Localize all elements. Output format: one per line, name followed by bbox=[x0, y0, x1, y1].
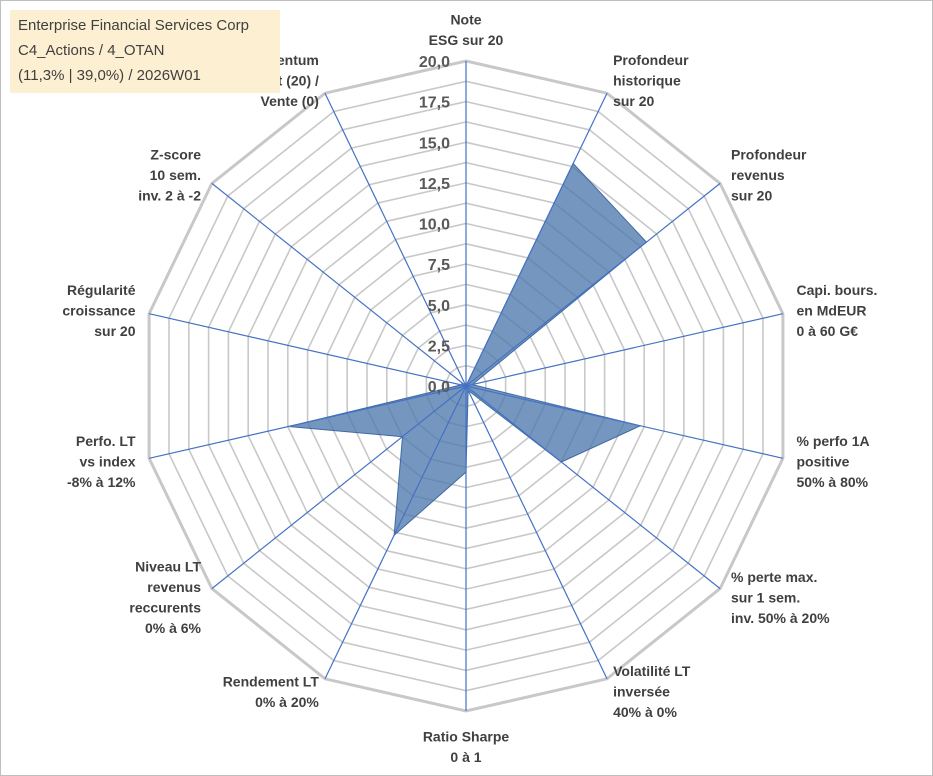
tick-label-5: 12,5 bbox=[419, 176, 450, 193]
axis-label-7-line-1: 0 à 1 bbox=[450, 749, 481, 765]
axis-label-11-line-1: croissance bbox=[62, 303, 135, 319]
axis-label-9-line-2: reccurents bbox=[129, 600, 201, 616]
tick-label-4: 10,0 bbox=[419, 217, 450, 234]
axis-label-9-line-0: Niveau LT bbox=[135, 559, 201, 575]
tick-label-7: 17,5 bbox=[419, 95, 450, 112]
axis-label-2-line-2: sur 20 bbox=[731, 187, 772, 203]
axis-label-5-line-2: inv. 50% à 20% bbox=[731, 610, 830, 626]
axis-label-7: Ratio Sharpe 0 à 1 bbox=[423, 728, 510, 765]
axis-label-4-line-2: 50% à 80% bbox=[797, 474, 869, 490]
axis-label-7-line-0: Ratio Sharpe bbox=[423, 728, 510, 744]
axis-spoke-3 bbox=[465, 313, 784, 387]
axis-label-0-line-0: Note bbox=[450, 11, 481, 27]
axis-label-12-line-1: 10 sem. bbox=[150, 167, 201, 183]
axis-label-6-line-1: inversée bbox=[613, 684, 670, 700]
tick-label-2: 5,0 bbox=[428, 298, 450, 315]
axis-label-9: Niveau LT revenus reccurents 0% à 6% bbox=[129, 559, 201, 637]
axis-label-2-line-0: Profondeur bbox=[731, 146, 807, 162]
radial-tick-labels: 0,0 2,5 5,0 7,5 10,0 12,5 15,0 17,5 20,0 bbox=[419, 54, 450, 396]
axis-label-3: Capi. bours. en MdEUR 0 à 60 G€ bbox=[797, 282, 878, 339]
axis-label-10: Perfo. LT vs index -8% à 12% bbox=[67, 433, 136, 490]
axis-label-9-line-1: revenus bbox=[147, 579, 201, 595]
axis-label-10-line-1: vs index bbox=[79, 454, 135, 470]
axis-label-6-line-0: Volatilité LT bbox=[613, 663, 691, 679]
axis-spoke-8 bbox=[324, 385, 467, 680]
axis-labels: Note ESG sur 20 Profondeur historique sur 20… bbox=[62, 11, 877, 765]
tick-label-1: 2,5 bbox=[428, 338, 450, 355]
axis-label-1-line-0: Profondeur bbox=[613, 52, 689, 68]
radar-axes bbox=[148, 61, 784, 711]
axis-label-1-line-2: sur 20 bbox=[613, 93, 654, 109]
axis-label-5: % perte max. sur 1 sem. inv. 50% à 20% bbox=[731, 569, 830, 626]
tick-label-6: 15,0 bbox=[419, 135, 450, 152]
axis-label-0-line-1: ESG sur 20 bbox=[429, 32, 504, 48]
axis-label-4-line-1: positive bbox=[797, 454, 850, 470]
axis-spoke-6 bbox=[465, 385, 608, 680]
axis-label-3-line-2: 0 à 60 G€ bbox=[797, 323, 859, 339]
axis-spoke-2 bbox=[465, 182, 721, 387]
axis-label-3-line-1: en MdEUR bbox=[797, 303, 867, 319]
axis-label-1-line-1: historique bbox=[613, 73, 681, 89]
axis-label-12: Z-score 10 sem. inv. 2 à -2 bbox=[138, 146, 201, 203]
axis-label-13-line-2: Vente (0) bbox=[261, 93, 319, 109]
axis-spoke-12 bbox=[211, 182, 467, 387]
axis-spoke-10 bbox=[148, 385, 467, 459]
tick-label-3: 7,5 bbox=[428, 257, 450, 274]
tick-label-8: 20,0 bbox=[419, 54, 450, 71]
axis-label-6-line-2: 40% à 0% bbox=[613, 704, 677, 720]
axis-label-8-line-1: 0% à 20% bbox=[255, 694, 319, 710]
axis-label-2: Profondeur revenus sur 20 bbox=[731, 146, 807, 203]
axis-label-11-line-2: sur 20 bbox=[94, 323, 135, 339]
axis-spoke-4 bbox=[465, 385, 784, 459]
axis-label-12-line-0: Z-score bbox=[150, 146, 201, 162]
axis-label-8-line-0: Rendement LT bbox=[223, 673, 320, 689]
company-name: Enterprise Financial Services Corp bbox=[18, 17, 249, 34]
axis-spoke-13 bbox=[324, 92, 467, 387]
axis-label-6: Volatilité LT inversée 40% à 0% bbox=[613, 663, 691, 720]
axis-label-0: Note ESG sur 20 bbox=[429, 11, 504, 48]
tick-label-0: 0,0 bbox=[428, 379, 450, 396]
chart-title-box: Enterprise Financial Services Corp C4_Ac… bbox=[10, 10, 280, 93]
axis-label-10-line-2: -8% à 12% bbox=[67, 474, 136, 490]
axis-spoke-9 bbox=[211, 385, 467, 590]
axis-label-10-line-0: Perfo. LT bbox=[76, 433, 136, 449]
series-area bbox=[288, 162, 648, 537]
axis-spoke-11 bbox=[148, 313, 467, 387]
stats-label: (11,3% | 39,0%) / 2026W01 bbox=[18, 67, 201, 84]
category-label: C4_Actions / 4_OTAN bbox=[18, 42, 165, 59]
axis-label-5-line-0: % perte max. bbox=[731, 569, 817, 585]
axis-label-5-line-1: sur 1 sem. bbox=[731, 590, 800, 606]
data-series bbox=[288, 162, 648, 537]
axis-spoke-5 bbox=[465, 385, 721, 590]
axis-label-3-line-0: Capi. bours. bbox=[797, 282, 878, 298]
axis-label-1: Profondeur historique sur 20 bbox=[613, 52, 689, 109]
axis-label-12-line-2: inv. 2 à -2 bbox=[138, 187, 201, 203]
axis-label-11: Régularité croissance sur 20 bbox=[62, 282, 135, 339]
axis-label-9-line-3: 0% à 6% bbox=[145, 620, 202, 636]
axis-label-8: Rendement LT 0% à 20% bbox=[223, 673, 320, 710]
axis-spoke-1 bbox=[465, 92, 608, 387]
axis-label-4-line-0: % perfo 1A bbox=[797, 433, 870, 449]
axis-label-2-line-1: revenus bbox=[731, 167, 785, 183]
axis-label-4: % perfo 1A positive 50% à 80% bbox=[797, 433, 870, 490]
axis-label-11-line-0: Régularité bbox=[67, 282, 136, 298]
